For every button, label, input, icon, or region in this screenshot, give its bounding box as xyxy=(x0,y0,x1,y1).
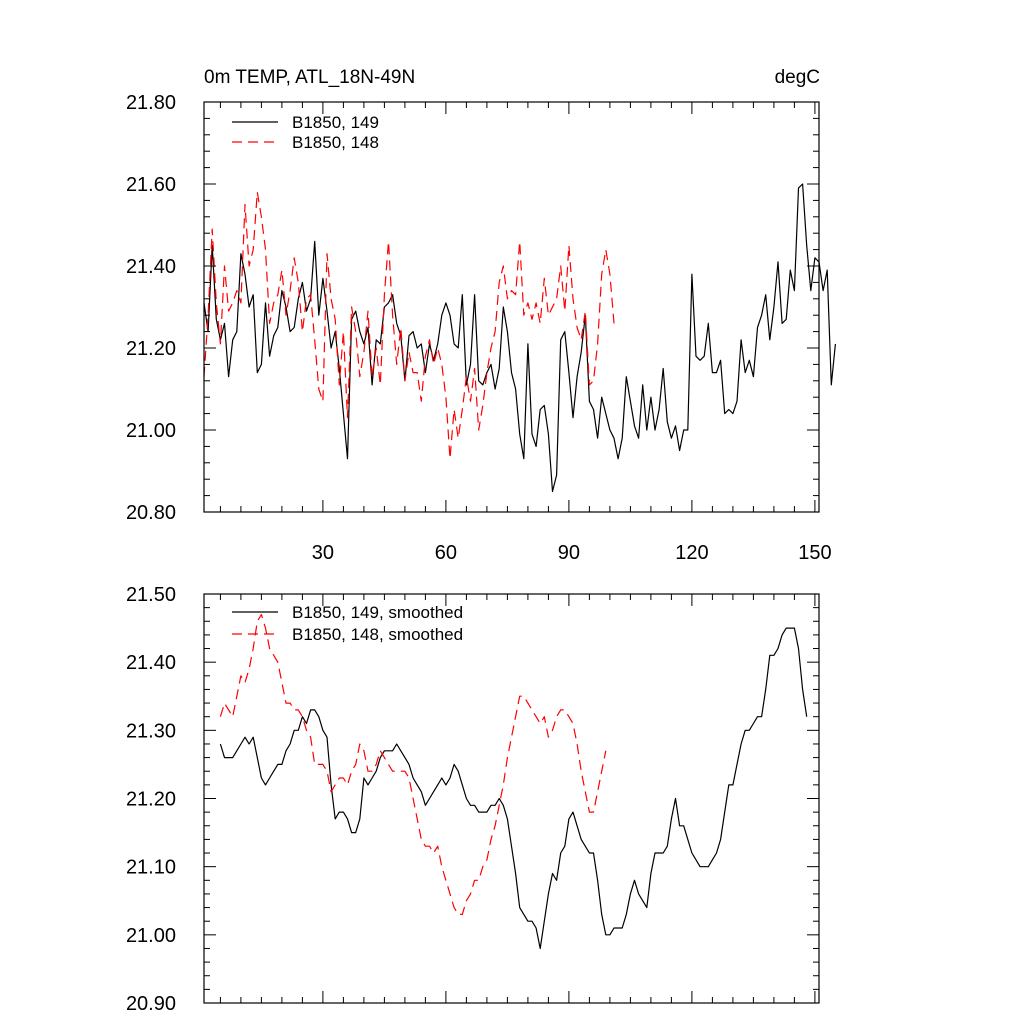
bottom-series-line-148 xyxy=(219,613,607,916)
top-ticks: 20.80 21.00 21.20 21.40 21.60 21.80 30 60 90 120 1… xyxy=(126,92,832,564)
bottom-ytick-label: 21.30 xyxy=(126,720,176,742)
bottom-ticks: 20.90 21.00 21.10 21.20 21.30 21.40 21.50 xyxy=(126,584,819,1015)
legend-label-149: B1850, 149 xyxy=(292,113,379,132)
bottom-ytick-label: 21.10 xyxy=(126,857,176,879)
top-legend: B1850, 149 B1850, 148 xyxy=(232,113,379,152)
bottom-legend: B1850, 149, smoothed B1850, 148, smoothe… xyxy=(232,603,463,644)
top-ytick-label: 21.00 xyxy=(126,420,176,442)
bottom-ytick-label: 21.00 xyxy=(126,925,176,947)
bottom-ytick-label: 20.90 xyxy=(126,993,176,1015)
top-ytick-label: 20.80 xyxy=(126,502,176,524)
top-xtick-label: 30 xyxy=(312,542,334,564)
bottom-ytick-label: 21.20 xyxy=(126,789,176,811)
top-ytick-label: 21.60 xyxy=(126,174,176,196)
top-xtick-label: 150 xyxy=(798,542,831,564)
top-ytick-label: 21.80 xyxy=(126,92,176,114)
top-xtick-label: 60 xyxy=(435,542,457,564)
top-xtick-label: 120 xyxy=(675,542,708,564)
legend-label-148-smoothed: B1850, 148, smoothed xyxy=(292,625,463,644)
top-ytick-label: 21.40 xyxy=(126,256,176,278)
legend-label-148: B1850, 148 xyxy=(292,133,379,152)
chart-smoothed-temperature: 20.90 21.00 21.10 21.20 21.30 21.40 21.50 B185… xyxy=(126,584,820,1015)
top-plot-frame xyxy=(203,101,820,513)
chart-raw-temperature: 0m TEMP, ATL_18N-49N degC 20.80 21.00 21.2… xyxy=(126,67,836,564)
bottom-ytick-label: 21.40 xyxy=(126,652,176,674)
top-series-lines xyxy=(203,183,836,493)
bottom-plot-frame xyxy=(203,593,820,1004)
chart-title-units: degC xyxy=(775,67,820,88)
bottom-ytick-label: 21.50 xyxy=(126,584,176,606)
top-ytick-label: 21.20 xyxy=(126,338,176,360)
top-xtick-label: 90 xyxy=(558,542,580,564)
top-series-line-149 xyxy=(203,183,836,493)
legend-label-149-smoothed: B1850, 149, smoothed xyxy=(292,603,463,622)
bottom-series-line-149 xyxy=(219,627,808,950)
top-series-line-148 xyxy=(203,191,615,460)
bottom-series-lines xyxy=(219,613,808,950)
chart-title-left: 0m TEMP, ATL_18N-49N xyxy=(204,67,415,88)
